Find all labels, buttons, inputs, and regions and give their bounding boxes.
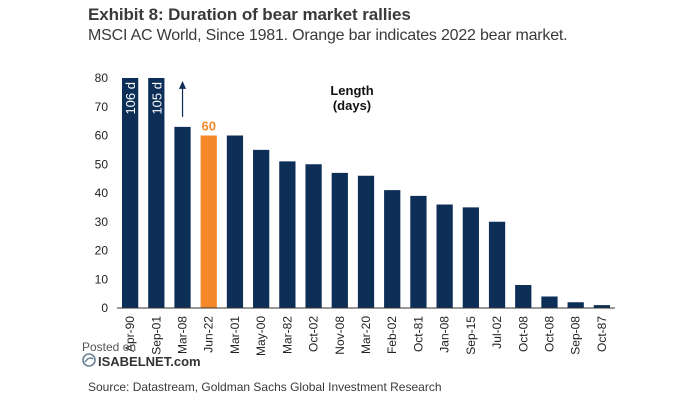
x-tick-label: Mar-01	[228, 316, 242, 354]
y-tick-label: 20	[95, 244, 109, 258]
x-tick-label: Jan-08	[438, 316, 452, 353]
x-tick-label: Jul-02	[490, 316, 504, 349]
bar-value-label: 105 d	[149, 82, 164, 115]
isabelnet-logo-icon	[82, 353, 96, 367]
length-annotation-line1: Length	[330, 83, 373, 98]
bar-oct-08	[541, 296, 558, 308]
bar-sep-01	[148, 78, 165, 308]
watermark: Posted on ISABELNET.com	[82, 340, 202, 380]
x-tick-label: Mar-08	[176, 316, 190, 354]
x-tick-label: Oct-02	[307, 316, 321, 352]
bar-oct-87	[593, 305, 611, 308]
y-tick-label: 40	[95, 186, 109, 200]
y-tick-label: 80	[95, 71, 109, 85]
bar-jun-22	[200, 135, 217, 308]
x-tick-label: Feb-02	[385, 316, 399, 354]
bar-value-label: 60	[202, 119, 216, 134]
x-tick-label: Nov-08	[333, 316, 347, 355]
y-tick-label: 60	[95, 129, 109, 143]
bar-apr-90	[121, 78, 139, 308]
up-arrow-icon	[179, 80, 187, 89]
x-tick-label: Jun-22	[202, 316, 216, 353]
bar-mar-82	[279, 161, 296, 308]
bar-oct-08	[515, 285, 532, 308]
bar-oct-81	[410, 195, 427, 308]
bar-sep-15	[462, 207, 479, 308]
bar-mar-20	[357, 175, 375, 308]
x-tick-label: Mar-82	[280, 316, 294, 354]
x-tick-label: Oct-08	[542, 316, 556, 352]
watermark-posted-text: Posted on	[82, 340, 137, 354]
bar-may-00	[253, 149, 270, 308]
x-tick-label: Sep-15	[464, 316, 478, 355]
bar-mar-08	[174, 126, 191, 308]
y-tick-label: 50	[95, 157, 109, 171]
bar-mar-01	[226, 135, 244, 308]
x-tick-label: May-00	[254, 316, 268, 356]
y-tick-label: 70	[95, 100, 109, 114]
page-title: Exhibit 8: Duration of bear market ralli…	[88, 5, 411, 24]
x-tick-label: Oct-87	[595, 316, 609, 352]
x-tick-label: Sep-01	[149, 316, 163, 355]
source-note: Source: Datastream, Goldman Sachs Global…	[88, 380, 442, 394]
bar-nov-08	[331, 172, 348, 308]
y-tick-label: 0	[101, 301, 108, 315]
watermark-site-text: ISABELNET.com	[98, 354, 201, 369]
bar-oct-02	[305, 164, 322, 308]
bar-jul-02	[488, 221, 506, 308]
x-tick-label: Apr-90	[123, 316, 137, 352]
bar-value-label: 106 d	[123, 82, 138, 115]
y-tick-label: 30	[95, 215, 109, 229]
y-tick-label: 10	[95, 272, 109, 286]
bar-feb-02	[384, 190, 401, 308]
x-tick-label: Sep-08	[569, 316, 583, 355]
bar-jan-08	[436, 204, 453, 308]
page-subtitle: MSCI AC World, Since 1981. Orange bar in…	[88, 27, 568, 44]
bar-sep-08	[567, 302, 584, 308]
x-tick-label: Mar-20	[359, 316, 373, 354]
length-annotation-line2: (days)	[333, 98, 371, 113]
x-tick-label: Oct-81	[411, 316, 425, 352]
x-tick-label: Oct-08	[516, 316, 530, 352]
